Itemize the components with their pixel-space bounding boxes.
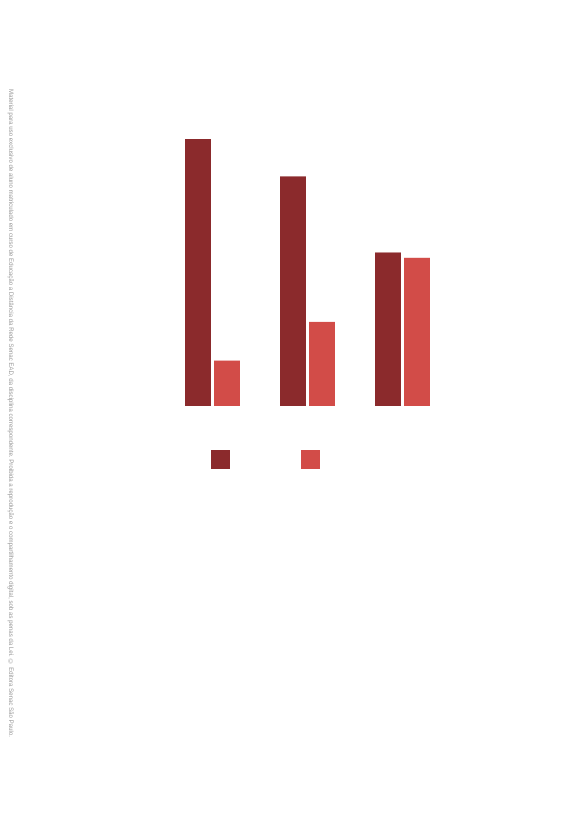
legend-swatch-series-2 [301, 450, 320, 469]
bar-series-1-group-2 [280, 176, 306, 406]
bars-group [185, 139, 430, 406]
copyright-notice: Material para uso exclusivo de aluno mat… [7, 89, 14, 737]
bar-series-1-group-3 [375, 252, 401, 406]
legend [211, 450, 320, 469]
bar-series-2-group-1 [214, 360, 240, 406]
bar-series-1-group-1 [185, 139, 211, 406]
bar-series-2-group-2 [309, 321, 335, 406]
legend-swatch-series-1 [211, 450, 230, 469]
bar-series-2-group-3 [404, 257, 430, 406]
